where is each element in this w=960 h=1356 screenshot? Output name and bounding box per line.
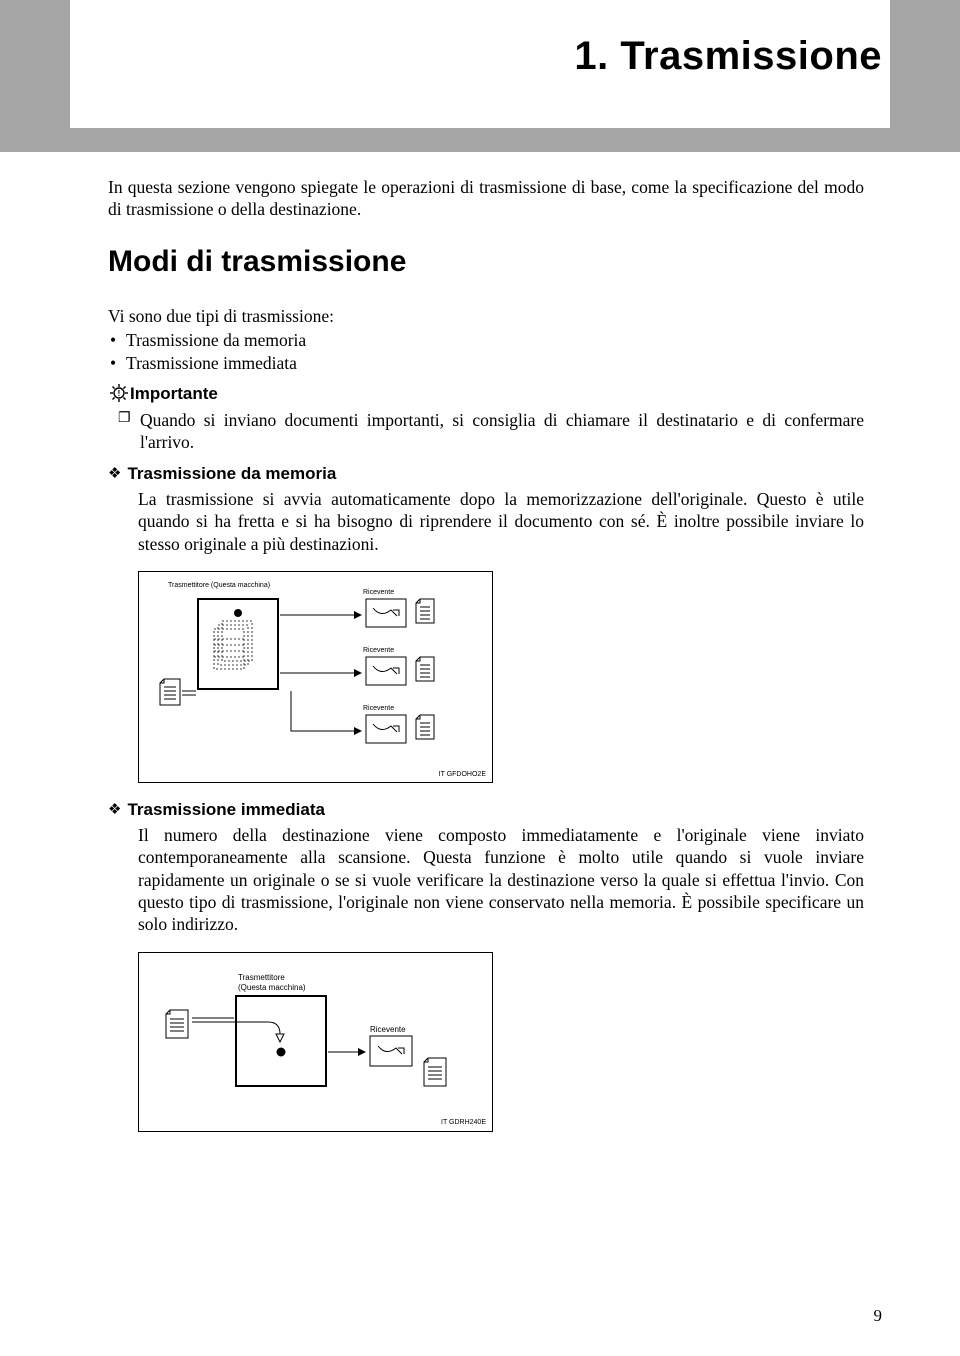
memory-heading-text: Trasmissione da memoria [127,464,336,484]
chapter-title: 1. Trasmissione [574,34,882,79]
svg-text:Ricevente: Ricevente [363,647,394,654]
important-label: Importante [130,384,218,404]
list-item: Trasmissione immediata [108,352,864,374]
list-item: Trasmissione da memoria [108,329,864,351]
page-number: 9 [874,1306,883,1326]
svg-text:!: ! [118,389,121,398]
important-note: Quando si inviano documenti importanti, … [108,409,864,454]
svg-text:IT GDRH240E: IT GDRH240E [441,1119,486,1126]
svg-text:Ricevente: Ricevente [363,589,394,596]
important-note-list: Quando si inviano documenti importanti, … [108,409,864,454]
svg-text:Ricevente: Ricevente [363,705,394,712]
figure-memory-transmission: Trasmettitore (Questa macchina) [108,571,864,788]
svg-text:IT GFDOHO2E: IT GFDOHO2E [439,771,487,778]
diamond-icon: ❖ [108,467,121,482]
transmission-types-list: Trasmissione da memoria Trasmissione imm… [108,329,864,374]
immediate-heading: ❖ Trasmissione immediata [108,800,864,820]
svg-text:Trasmettitore: Trasmettitore [238,973,285,982]
diamond-icon: ❖ [108,803,121,818]
content: In questa sezione vengono spiegate le op… [108,176,864,1149]
important-heading: ! Importante [108,384,864,405]
immediate-body: Il numero della destinazione viene compo… [108,824,864,936]
svg-text:Trasmettitore (Questa macchina: Trasmettitore (Questa macchina) [168,582,270,589]
intro-paragraph: In questa sezione vengono spiegate le op… [108,176,864,221]
memory-body: La trasmissione si avvia automaticamente… [108,488,864,555]
memory-heading: ❖ Trasmissione da memoria [108,464,864,484]
types-intro: Vi sono due tipi di trasmissione: [108,305,864,327]
page: 1. Trasmissione In questa sezione vengon… [0,0,960,1356]
important-icon: ! [108,384,130,405]
immediate-heading-text: Trasmissione immediata [127,800,324,820]
svg-text:Ricevente: Ricevente [370,1025,406,1034]
section-title: Modi di trasmissione [108,245,864,279]
svg-text:(Questa macchina): (Questa macchina) [238,983,306,992]
figure-immediate-transmission: Trasmettitore (Questa macchina) Riceven [108,952,864,1137]
